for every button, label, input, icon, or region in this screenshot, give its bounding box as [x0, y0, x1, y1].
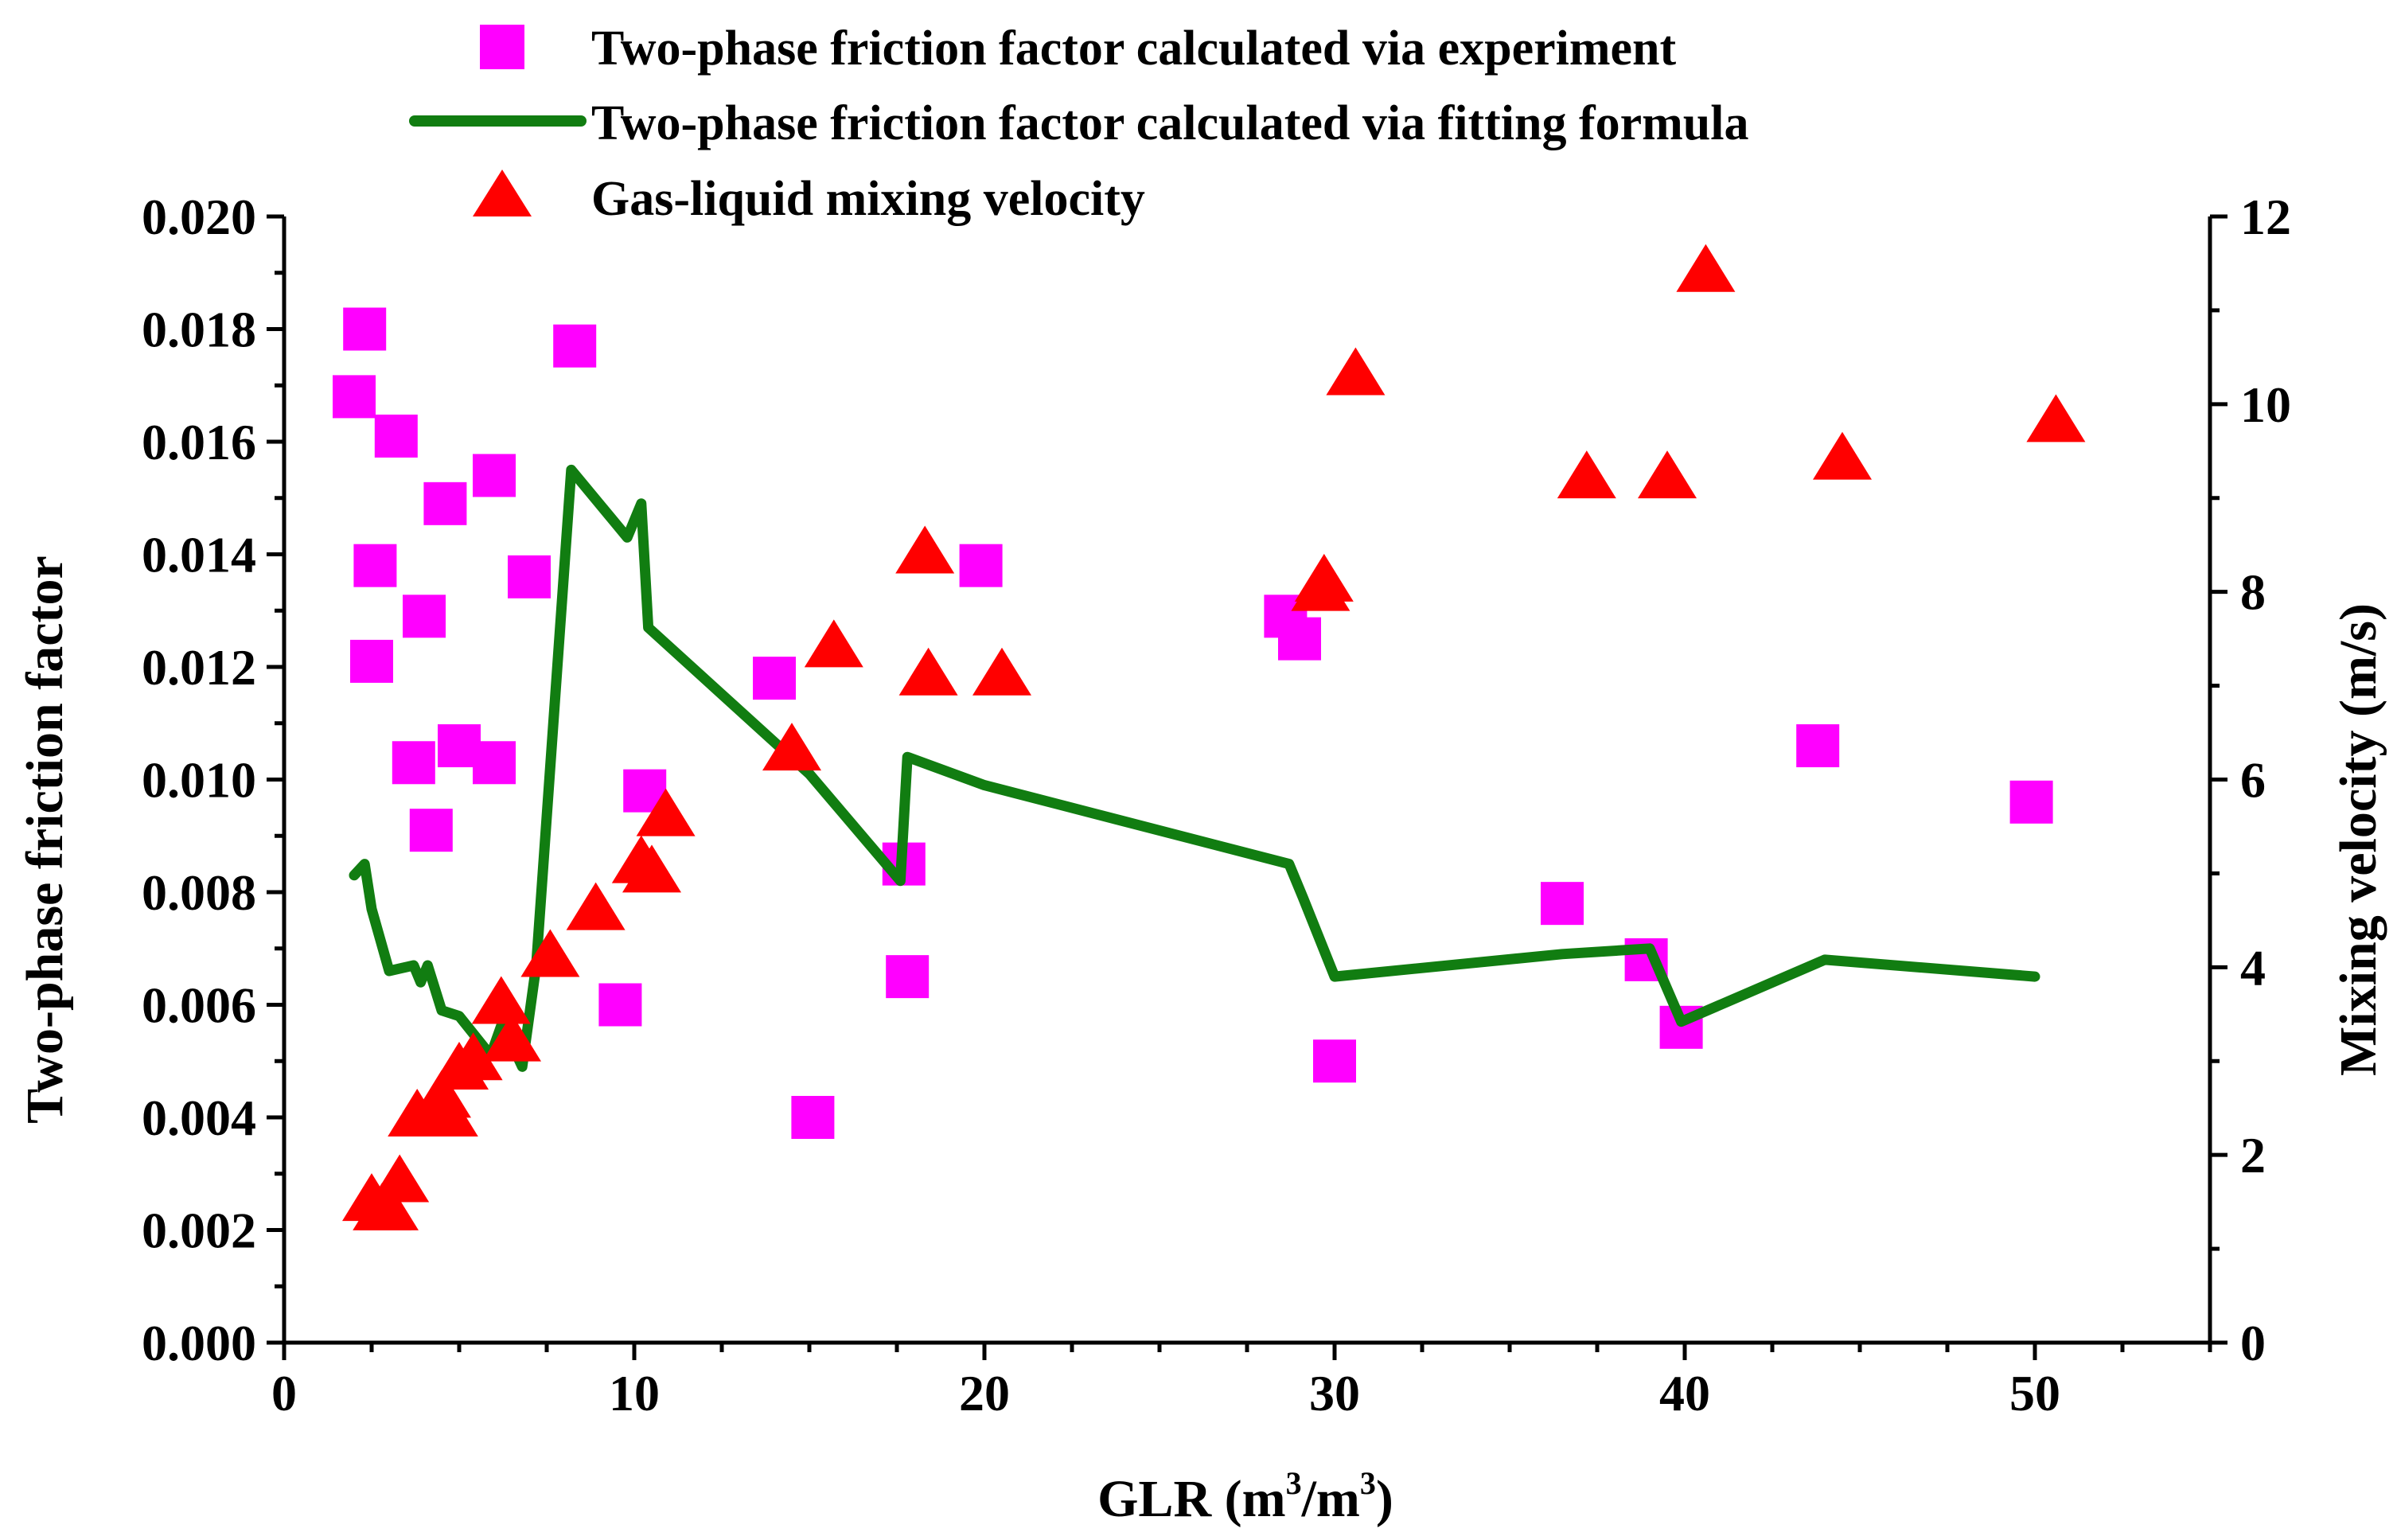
- experiment-point: [553, 324, 597, 368]
- y-right-axis-title: Mixing velocity (m/s): [2329, 603, 2387, 1076]
- velocity-point: [471, 976, 531, 1024]
- velocity-point: [419, 1089, 478, 1136]
- y-right-tick-label: 2: [2240, 1127, 2266, 1183]
- experiment-point: [473, 454, 516, 497]
- velocity-point: [804, 619, 863, 668]
- x-tick-label: 0: [271, 1365, 297, 1421]
- y-right-tick-label: 8: [2240, 564, 2266, 621]
- experiment-point: [350, 639, 393, 683]
- velocity-point: [360, 1182, 419, 1230]
- velocity-point: [1326, 347, 1386, 396]
- y-left-tick-label: 0.018: [142, 302, 256, 358]
- legend-experiment-label: Two-phase friction factor calculated via…: [591, 21, 1677, 76]
- legend-fitting-label: Two-phase friction factor calculated via…: [591, 96, 1749, 150]
- x-tick-label: 50: [2009, 1365, 2060, 1421]
- velocity-point: [566, 882, 626, 930]
- x-axis-title: GLR (m3/m3): [1097, 1465, 1393, 1528]
- y-left-tick-label: 0.014: [142, 527, 256, 583]
- velocity-point: [1813, 431, 1872, 480]
- experiment-point: [1796, 724, 1840, 768]
- y-left-tick-label: 0.020: [142, 189, 256, 245]
- velocity-point: [622, 844, 681, 893]
- y-left-tick-label: 0.002: [142, 1203, 256, 1259]
- experiment-point: [598, 983, 642, 1027]
- y-right-tick-label: 4: [2240, 939, 2266, 996]
- y-left-axis-ticks: 0.000 0.002 0.004 0.006 0.008 0.010 0.012 0.014…: [142, 189, 284, 1371]
- y-right-axis-ticks: 0 2 4 6 8 10 12: [2210, 189, 2291, 1371]
- plot-frame: [282, 216, 2212, 1345]
- experiment-point: [343, 307, 387, 351]
- experiment-point: [2009, 780, 2053, 824]
- experiment-point: [473, 741, 516, 785]
- velocity-point: [1676, 244, 1736, 292]
- experiment-point: [403, 595, 446, 638]
- experiment-point: [886, 955, 930, 999]
- legend-velocity-label: Gas-liquid mixing velocity: [591, 172, 1145, 226]
- velocity-point: [1638, 450, 1697, 499]
- experiment-point: [423, 481, 467, 525]
- fitting-line: [349, 464, 2040, 1072]
- experiment-point: [508, 555, 551, 598]
- y-left-axis-title: Two-phase friction factor: [16, 556, 74, 1124]
- y-right-tick-label: 6: [2240, 752, 2266, 809]
- y-right-tick-label: 0: [2240, 1315, 2266, 1371]
- velocity-point: [520, 929, 580, 977]
- velocity-point: [762, 723, 821, 771]
- y-left-tick-label: 0.012: [142, 639, 256, 696]
- experiment-point: [753, 657, 796, 700]
- velocity-point: [898, 647, 958, 696]
- y-left-tick-label: 0.016: [142, 414, 256, 470]
- series-experiment: [333, 307, 2053, 1139]
- experiment-point: [374, 414, 418, 458]
- experiment-point: [1541, 882, 1584, 926]
- legend-velocity-swatch: [473, 170, 532, 216]
- experiment-point: [353, 544, 397, 587]
- experiment-point: [392, 741, 435, 785]
- y-left-tick-label: 0.008: [142, 864, 256, 921]
- series-velocity: [342, 244, 2086, 1230]
- velocity-point: [370, 1154, 430, 1203]
- y-left-tick-label: 0.004: [142, 1090, 256, 1146]
- experiment-point: [409, 809, 453, 852]
- velocity-point: [443, 1032, 503, 1081]
- y-right-tick-label: 12: [2240, 189, 2291, 245]
- velocity-point: [895, 525, 955, 574]
- x-tick-label: 30: [1309, 1365, 1360, 1421]
- x-tick-label: 20: [959, 1365, 1010, 1421]
- experiment-point: [959, 544, 1003, 587]
- experiment-point: [1278, 617, 1321, 661]
- y-right-tick-label: 10: [2240, 376, 2291, 433]
- velocity-point: [1294, 553, 1354, 602]
- x-tick-label: 40: [1659, 1365, 1710, 1421]
- x-tick-label: 10: [609, 1365, 660, 1421]
- velocity-point: [972, 647, 1031, 696]
- velocity-point: [482, 1013, 541, 1062]
- velocity-point: [1557, 450, 1616, 499]
- velocity-point: [2026, 394, 2086, 443]
- y-left-tick-label: 0.000: [142, 1315, 256, 1371]
- y-left-tick-label: 0.010: [142, 752, 256, 809]
- x-axis-ticks: 0 10 20 30 40 50: [271, 1343, 2212, 1421]
- experiment-point: [1313, 1039, 1356, 1083]
- velocity-point: [636, 788, 696, 836]
- experiment-point: [791, 1096, 835, 1139]
- legend-experiment-swatch: [480, 25, 524, 69]
- series-fitting: [349, 464, 2040, 1072]
- y-left-tick-label: 0.006: [142, 977, 256, 1034]
- experiment-point: [333, 375, 376, 419]
- legend: Two-phase friction factor calculated via…: [409, 21, 1749, 226]
